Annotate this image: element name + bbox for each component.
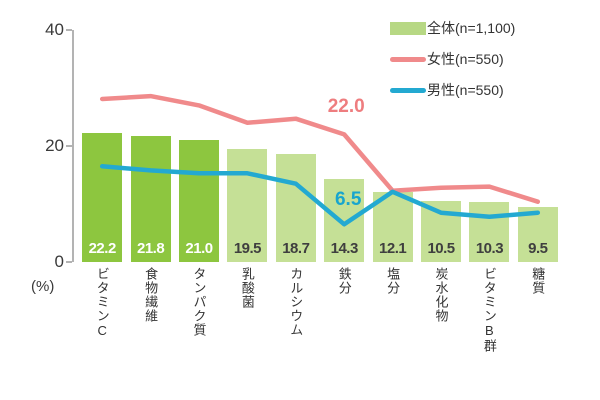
legend-item: 全体(n=1,100) <box>390 20 516 36</box>
legend-label: 全体(n=1,100) <box>427 20 516 36</box>
bar-slot: 18.7 <box>272 30 320 262</box>
legend-label: 女性(n=550) <box>427 51 504 67</box>
y-tick-label: 0 <box>54 252 64 271</box>
legend-item: 女性(n=550) <box>390 51 515 67</box>
bar-value-label: 10.5 <box>427 240 455 257</box>
bar-slot: 10.5 <box>417 30 465 262</box>
legend-swatch-icon <box>390 21 426 35</box>
line-series-0 <box>99 93 541 204</box>
category-label: 鉄分 <box>336 267 352 295</box>
bar: 9.5 <box>517 206 558 262</box>
bar-value-label: 22.2 <box>88 240 117 257</box>
bar: 22.2 <box>82 133 123 262</box>
bar-value-label: 21.0 <box>185 240 213 257</box>
legend: 全体(n=1,100) 女性(n=550) 男性(n=550) <box>390 20 516 114</box>
data-point-annotation: 22.0 <box>327 96 365 118</box>
y-tick-mark <box>66 261 72 263</box>
plot-area: 22.2 21.8 21.0 19.5 18.7 14.3 12.1 10.5 10.3 9.5 … <box>78 30 562 262</box>
bar-slot: 21.0 <box>175 30 223 262</box>
y-tick-label: 20 <box>45 136 64 155</box>
bar: 14.3 <box>324 179 365 262</box>
bar: 10.5 <box>421 201 462 262</box>
bar-value-label: 18.7 <box>282 240 310 257</box>
bar-slot: 21.8 <box>126 30 174 262</box>
category-label: タンパク質 <box>191 267 207 337</box>
bar-slot: 12.1 <box>368 30 416 262</box>
bar-value-label: 12.1 <box>379 240 407 257</box>
y-tick-label: 40 <box>45 20 64 39</box>
category-label: 糖質 <box>530 267 546 295</box>
bar-slot: 10.3 <box>465 30 513 262</box>
bar: 21.0 <box>179 140 220 262</box>
category-label: 塩分 <box>385 267 401 295</box>
y-axis-line <box>72 30 74 262</box>
line-series-1 <box>99 164 541 227</box>
legend-swatch-icon <box>390 87 426 93</box>
bar-value-label: 21.8 <box>137 240 165 257</box>
data-point-annotation: 6.5 <box>334 189 362 211</box>
bar: 12.1 <box>372 191 413 262</box>
bar-slot: 19.5 <box>223 30 271 262</box>
bar-slot: 22.2 <box>78 30 126 262</box>
y-tick-mark <box>66 29 72 31</box>
bar-slot: 9.5 <box>514 30 562 262</box>
bar-value-label: 9.5 <box>528 240 548 257</box>
line-series-layer <box>99 93 541 227</box>
category-label: 食物繊維 <box>143 267 159 323</box>
bar: 21.8 <box>130 135 171 262</box>
category-label: 乳酸菌 <box>239 267 255 309</box>
category-label: ビタミンC <box>94 267 110 339</box>
bar-value-label: 14.3 <box>330 240 359 257</box>
bar-value-label: 19.5 <box>233 240 262 257</box>
bar: 19.5 <box>227 148 268 262</box>
legend-item: 男性(n=550) <box>390 82 515 98</box>
legend-swatch-icon <box>390 56 426 62</box>
bar-series: 22.2 21.8 21.0 19.5 18.7 14.3 12.1 10.5 10.3 9.5 <box>78 30 562 262</box>
bar-value-label: 10.3 <box>475 240 504 257</box>
legend-label: 男性(n=550) <box>427 82 504 98</box>
bar: 10.3 <box>469 202 510 262</box>
category-label: カルシウム <box>288 267 304 337</box>
bar: 18.7 <box>275 153 316 262</box>
y-tick-mark <box>66 145 72 147</box>
category-label: ビタミンB群 <box>481 267 497 353</box>
y-axis-unit-label: (%) <box>31 278 55 295</box>
category-axis: ビタミンC 食物繊維 タンパク質 乳酸菌 カルシウム 鉄分 塩分 炭水化物 ビタミンB群 糖質 <box>78 267 562 367</box>
category-label: 炭水化物 <box>433 267 449 323</box>
bar-slot: 14.3 <box>320 30 368 262</box>
